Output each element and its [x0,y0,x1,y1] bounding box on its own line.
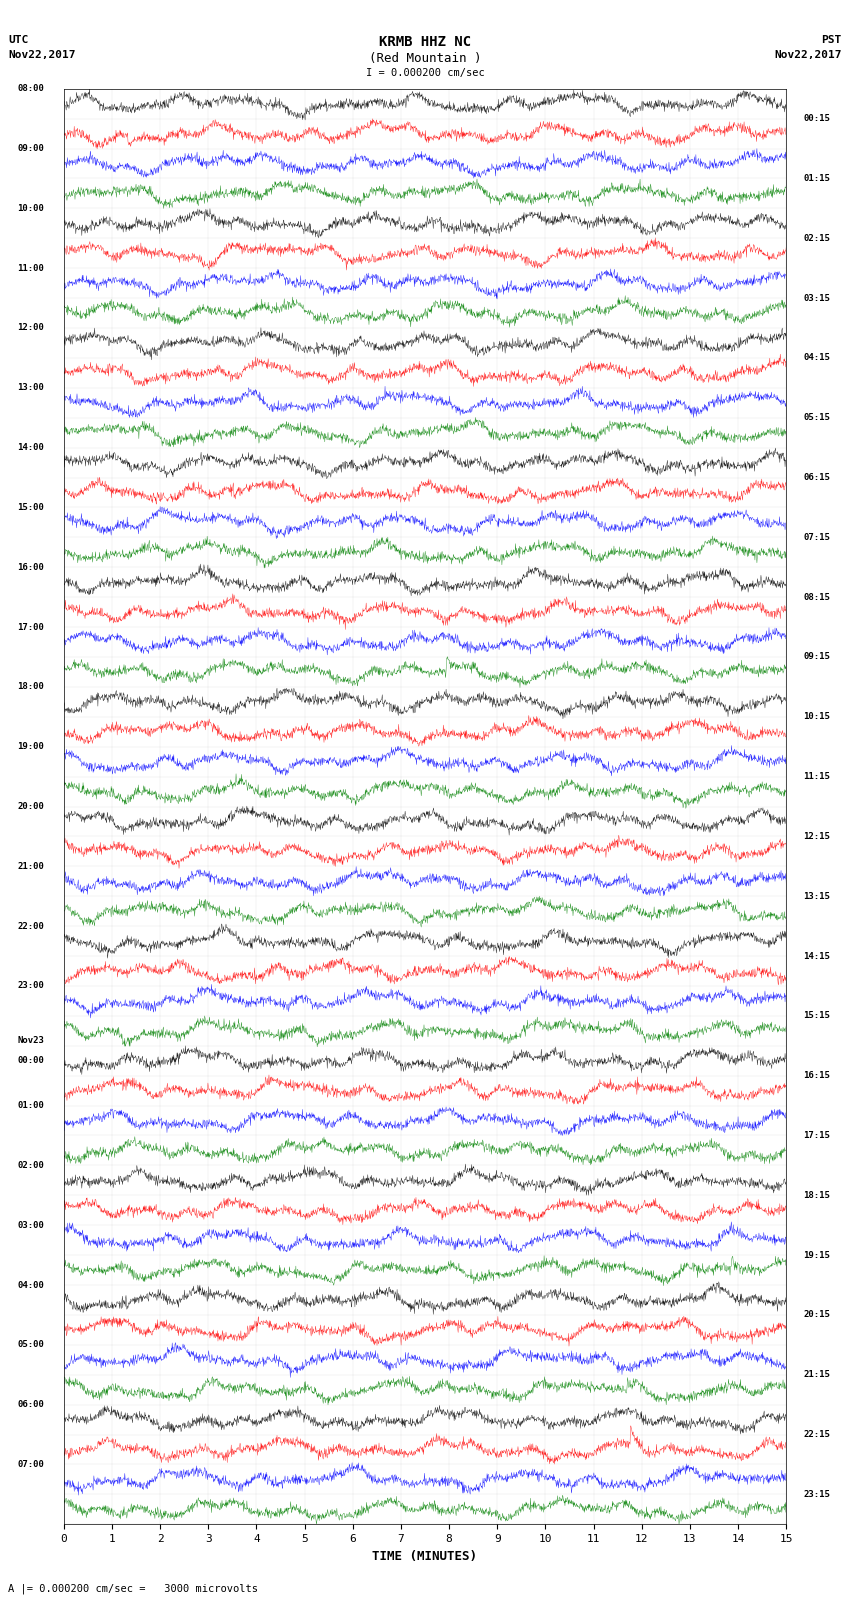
Text: 07:00: 07:00 [18,1460,44,1469]
Text: Nov22,2017: Nov22,2017 [8,50,76,60]
Text: 18:00: 18:00 [18,682,44,692]
Text: 22:15: 22:15 [803,1431,830,1439]
Text: 06:00: 06:00 [18,1400,44,1410]
Text: 02:00: 02:00 [18,1161,44,1169]
Text: 08:00: 08:00 [18,84,44,94]
Text: 21:15: 21:15 [803,1371,830,1379]
Text: KRMB HHZ NC: KRMB HHZ NC [379,35,471,50]
Text: 19:00: 19:00 [18,742,44,752]
Text: 13:00: 13:00 [18,384,44,392]
Text: 09:15: 09:15 [803,653,830,661]
Text: 16:00: 16:00 [18,563,44,571]
Text: 22:00: 22:00 [18,921,44,931]
Text: 08:15: 08:15 [803,592,830,602]
Text: 17:15: 17:15 [803,1131,830,1140]
Text: 14:15: 14:15 [803,952,830,960]
Text: 00:00: 00:00 [18,1055,44,1065]
Text: 20:00: 20:00 [18,802,44,811]
Text: 01:15: 01:15 [803,174,830,182]
Text: 01:00: 01:00 [18,1102,44,1110]
Text: 12:15: 12:15 [803,832,830,840]
Text: 20:15: 20:15 [803,1310,830,1319]
Text: 11:15: 11:15 [803,773,830,781]
Text: 10:00: 10:00 [18,203,44,213]
Text: A |= 0.000200 cm/sec =   3000 microvolts: A |= 0.000200 cm/sec = 3000 microvolts [8,1582,258,1594]
Text: UTC: UTC [8,35,29,45]
Text: 23:15: 23:15 [803,1490,830,1498]
Text: 05:15: 05:15 [803,413,830,423]
Text: 15:00: 15:00 [18,503,44,511]
Text: 21:00: 21:00 [18,861,44,871]
Text: PST: PST [821,35,842,45]
Text: 11:00: 11:00 [18,263,44,273]
Text: 14:00: 14:00 [18,444,44,452]
Text: 03:15: 03:15 [803,294,830,303]
Text: 06:15: 06:15 [803,473,830,482]
Text: 19:15: 19:15 [803,1250,830,1260]
Text: Nov23: Nov23 [18,1036,44,1045]
Text: 16:15: 16:15 [803,1071,830,1081]
Text: (Red Mountain ): (Red Mountain ) [369,52,481,65]
Text: 05:00: 05:00 [18,1340,44,1350]
Text: 23:00: 23:00 [18,981,44,990]
Text: 10:15: 10:15 [803,713,830,721]
X-axis label: TIME (MINUTES): TIME (MINUTES) [372,1550,478,1563]
Text: I = 0.000200 cm/sec: I = 0.000200 cm/sec [366,68,484,77]
Text: 18:15: 18:15 [803,1190,830,1200]
Text: 04:15: 04:15 [803,353,830,363]
Text: 04:00: 04:00 [18,1281,44,1289]
Text: 00:15: 00:15 [803,115,830,123]
Text: 13:15: 13:15 [803,892,830,900]
Text: 15:15: 15:15 [803,1011,830,1021]
Text: 09:00: 09:00 [18,144,44,153]
Text: 02:15: 02:15 [803,234,830,242]
Text: 17:00: 17:00 [18,623,44,632]
Text: 03:00: 03:00 [18,1221,44,1229]
Text: 12:00: 12:00 [18,324,44,332]
Text: Nov22,2017: Nov22,2017 [774,50,842,60]
Text: 07:15: 07:15 [803,532,830,542]
